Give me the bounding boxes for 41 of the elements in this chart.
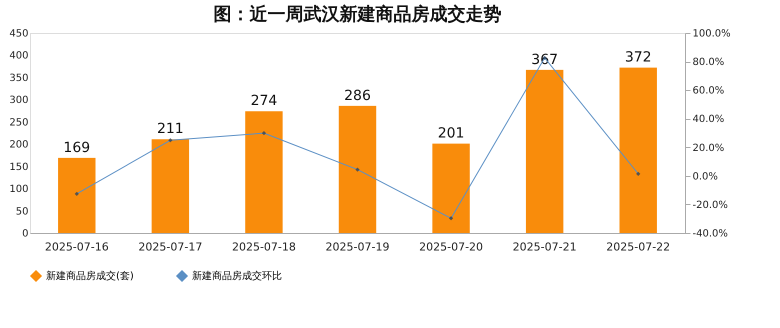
y2-tick-label: 60.0% xyxy=(692,86,724,97)
y2-tick-label: 80.0% xyxy=(692,57,724,68)
x-tick-label: 2025-07-17 xyxy=(138,240,202,254)
bar xyxy=(620,68,657,233)
y-tick-label: 300 xyxy=(9,95,28,106)
x-tick-label: 2025-07-20 xyxy=(419,240,484,254)
y2-tick-label: 0.0% xyxy=(692,171,718,182)
x-tick-label: 2025-07-16 xyxy=(44,240,109,254)
chart-title: 图：近一周武汉新建商品房成交走势 xyxy=(214,4,502,25)
y-tick-label: 450 xyxy=(9,28,28,40)
bar xyxy=(338,106,376,233)
data-label: 201 xyxy=(438,126,464,142)
y2-tick-label: 40.0% xyxy=(692,114,724,126)
x-tick-label: 2025-07-22 xyxy=(606,240,670,254)
y-tick-label: 400 xyxy=(9,50,28,62)
data-label: 274 xyxy=(250,93,278,110)
y-tick-label: 250 xyxy=(9,117,28,128)
y-tick-label: 350 xyxy=(9,72,28,84)
bar xyxy=(432,144,470,233)
bar xyxy=(245,111,283,233)
y-tick-label: 0 xyxy=(22,228,28,240)
y2-tick-label: -20.0% xyxy=(692,200,728,211)
legend-label: 新建商品房成交环比 xyxy=(192,270,282,282)
data-label: 286 xyxy=(344,88,371,104)
y2-tick-label: 20.0% xyxy=(692,142,724,154)
bar xyxy=(526,70,564,233)
data-label: 211 xyxy=(156,121,184,138)
x-tick-label: 2025-07-19 xyxy=(326,240,390,254)
y-tick-label: 100 xyxy=(9,184,28,196)
y-tick-label: 50 xyxy=(16,206,28,218)
data-label: 372 xyxy=(624,50,652,66)
y2-tick-label: -40.0% xyxy=(692,228,728,240)
bar xyxy=(152,139,190,233)
legend-label: 新建商品房成交(套) xyxy=(46,270,134,282)
data-label: 169 xyxy=(63,140,90,156)
y-tick-label: 200 xyxy=(9,140,28,151)
y-tick-label: 150 xyxy=(9,162,28,173)
x-tick-label: 2025-07-21 xyxy=(512,240,577,254)
bar xyxy=(58,158,96,233)
y2-tick-label: 100.0% xyxy=(692,28,731,40)
x-tick-label: 2025-07-18 xyxy=(232,240,296,254)
